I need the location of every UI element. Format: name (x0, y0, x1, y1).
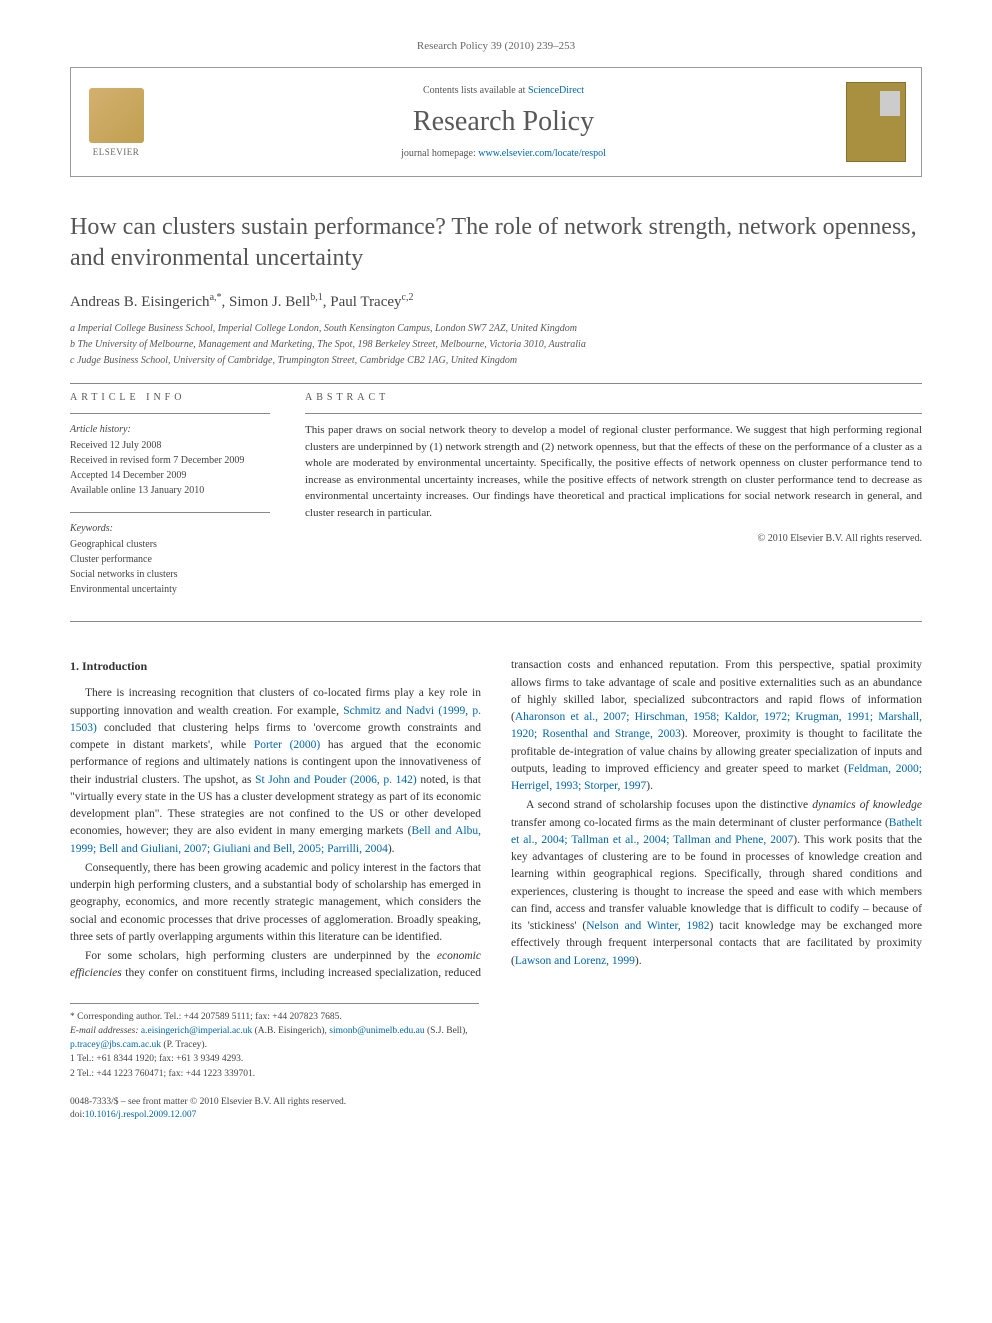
footer-info: 0048-7333/$ – see front matter © 2010 El… (70, 1096, 922, 1123)
email-addresses: E-mail addresses: a.eisingerich@imperial… (70, 1024, 479, 1053)
contents-prefix: Contents lists available at (423, 85, 528, 96)
footnotes: * Corresponding author. Tel.: +44 207589… (70, 1003, 479, 1081)
author-2: Simon J. Bell (229, 294, 310, 310)
body-p2: Consequently, there has been growing aca… (70, 860, 481, 946)
keyword-1: Geographical clusters (70, 537, 270, 552)
sciencedirect-link[interactable]: ScienceDirect (528, 85, 584, 96)
author-3: Paul Tracey (330, 294, 401, 310)
front-matter: 0048-7333/$ – see front matter © 2010 El… (70, 1096, 922, 1109)
divider (70, 413, 270, 414)
abstract-text: This paper draws on social network theor… (305, 422, 922, 521)
corresponding-author: * Corresponding author. Tel.: +44 207589… (70, 1010, 479, 1024)
history-received: Received 12 July 2008 (70, 438, 270, 453)
affiliation-a: a Imperial College Business School, Impe… (70, 321, 922, 336)
page-header: Research Policy 39 (2010) 239–253 (70, 40, 922, 52)
body-p1: There is increasing recognition that clu… (70, 685, 481, 858)
divider (305, 413, 922, 414)
section-heading: 1. Introduction (70, 657, 481, 675)
homepage-line: journal homepage: www.elsevier.com/locat… (161, 148, 846, 159)
affiliation-b: b The University of Melbourne, Managemen… (70, 337, 922, 352)
divider (70, 383, 922, 384)
article-title: How can clusters sustain performance? Th… (70, 212, 922, 274)
elsevier-logo: ELSEVIER (86, 82, 146, 162)
history-label: Article history: (70, 422, 270, 437)
body-text: 1. Introduction There is increasing reco… (70, 657, 922, 982)
article-info: ARTICLE INFO Article history: Received 1… (70, 392, 270, 611)
citation[interactable]: Nelson and Winter, 1982 (586, 920, 709, 932)
citation[interactable]: Porter (2000) (254, 739, 320, 751)
info-abstract-row: ARTICLE INFO Article history: Received 1… (70, 392, 922, 611)
history-online: Available online 13 January 2010 (70, 483, 270, 498)
footnote-1: 1 Tel.: +61 8344 1920; fax: +61 3 9349 4… (70, 1052, 479, 1066)
author-2-marks: b,1 (310, 292, 323, 303)
citation[interactable]: St John and Pouder (2006, p. 142) (255, 774, 417, 786)
keywords: Keywords: Geographical clusters Cluster … (70, 521, 270, 597)
elsevier-tree-icon (89, 88, 144, 143)
history-accepted: Accepted 14 December 2009 (70, 468, 270, 483)
author-3-marks: c,2 (402, 292, 414, 303)
keyword-3: Social networks in clusters (70, 567, 270, 582)
doi-link[interactable]: 10.1016/j.respol.2009.12.007 (85, 1110, 197, 1120)
article-history: Article history: Received 12 July 2008 R… (70, 422, 270, 498)
journal-masthead: ELSEVIER Contents lists available at Sci… (70, 67, 922, 177)
body-p4: A second strand of scholarship focuses u… (511, 797, 922, 970)
authors-line: Andreas B. Eisingericha,*, Simon J. Bell… (70, 292, 922, 311)
article-info-heading: ARTICLE INFO (70, 392, 270, 403)
homepage-link[interactable]: www.elsevier.com/locate/respol (478, 148, 606, 159)
author-1-marks: a,* (210, 292, 222, 303)
divider (70, 621, 922, 622)
abstract-heading: ABSTRACT (305, 392, 922, 403)
affiliation-c: c Judge Business School, University of C… (70, 353, 922, 368)
email-label: E-mail addresses: (70, 1026, 139, 1036)
history-revised: Received in revised form 7 December 2009 (70, 453, 270, 468)
email-link-3[interactable]: p.tracey@jbs.cam.ac.uk (70, 1040, 161, 1050)
journal-cover-icon (846, 82, 906, 162)
email-link-1[interactable]: a.eisingerich@imperial.ac.uk (141, 1026, 252, 1036)
keyword-4: Environmental uncertainty (70, 582, 270, 597)
journal-name: Research Policy (161, 106, 846, 138)
abstract-col: ABSTRACT This paper draws on social netw… (305, 392, 922, 611)
footnote-2: 2 Tel.: +44 1223 760471; fax: +44 1223 3… (70, 1067, 479, 1081)
citation[interactable]: Lawson and Lorenz, 1999 (515, 955, 635, 967)
email-link-2[interactable]: simonb@unimelb.edu.au (329, 1026, 424, 1036)
keywords-label: Keywords: (70, 521, 270, 536)
homepage-prefix: journal homepage: (401, 148, 478, 159)
keyword-2: Cluster performance (70, 552, 270, 567)
abstract-copyright: © 2010 Elsevier B.V. All rights reserved… (305, 533, 922, 544)
divider (70, 512, 270, 513)
contents-line: Contents lists available at ScienceDirec… (161, 85, 846, 96)
doi-line: doi:10.1016/j.respol.2009.12.007 (70, 1109, 922, 1122)
elsevier-label: ELSEVIER (93, 147, 140, 157)
affiliations: a Imperial College Business School, Impe… (70, 321, 922, 368)
journal-center: Contents lists available at ScienceDirec… (161, 85, 846, 159)
author-1: Andreas B. Eisingerich (70, 294, 210, 310)
